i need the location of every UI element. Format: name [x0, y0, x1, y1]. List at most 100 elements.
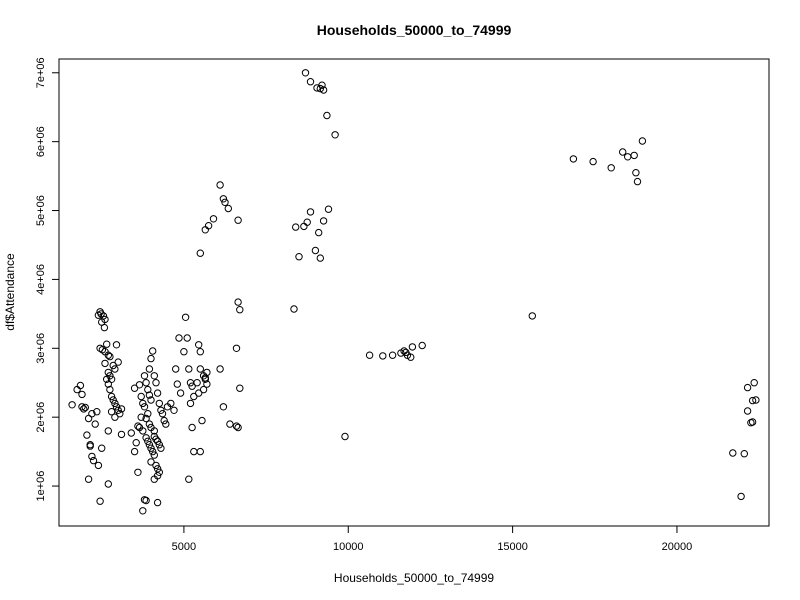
- data-point: [181, 313, 190, 321]
- data-point: [158, 410, 167, 418]
- data-point: [183, 334, 191, 342]
- data-point: [155, 399, 164, 408]
- data-point: [144, 385, 152, 394]
- data-point: [201, 374, 210, 382]
- data-point: [88, 410, 96, 418]
- data-point: [234, 216, 242, 224]
- data-point: [199, 385, 208, 394]
- data-point: [150, 427, 159, 435]
- data-point: [116, 410, 124, 418]
- data-point: [144, 437, 152, 445]
- data-point: [180, 348, 188, 356]
- data-point: [103, 375, 111, 383]
- data-point: [104, 380, 113, 388]
- data-point: [319, 86, 328, 94]
- data-point: [185, 365, 193, 373]
- data-point: [140, 372, 149, 380]
- y-tick-label: 3e+06: [35, 333, 47, 364]
- y-tick-label: 6e+06: [35, 126, 47, 157]
- y-tick-label: 4e+06: [35, 264, 47, 295]
- data-point: [201, 226, 210, 234]
- data-point: [83, 431, 91, 439]
- data-point: [149, 447, 157, 456]
- data-point: [316, 254, 324, 262]
- data-point: [740, 450, 748, 458]
- data-point: [175, 334, 183, 342]
- data-point: [729, 449, 737, 457]
- data-point: [170, 406, 178, 414]
- data-point: [153, 498, 162, 507]
- data-point: [111, 413, 119, 421]
- data-point: [152, 435, 160, 443]
- data-point: [142, 434, 150, 442]
- data-point: [103, 340, 111, 348]
- data-point: [91, 420, 99, 428]
- data-point: [216, 181, 224, 189]
- data-point: [130, 384, 139, 392]
- data-point: [292, 223, 300, 231]
- data-point: [569, 155, 578, 163]
- data-point: [88, 452, 96, 461]
- data-point: [97, 310, 105, 318]
- x-axis: 5000 10000 15000 20000: [172, 525, 692, 553]
- data-point: [188, 382, 196, 390]
- data-point: [198, 416, 206, 425]
- data-point: [318, 81, 326, 89]
- data-point: [135, 423, 144, 432]
- data-point: [147, 444, 155, 452]
- data-point: [750, 379, 758, 387]
- data-point: [147, 458, 155, 466]
- data-point: [193, 379, 201, 387]
- data-point: [324, 205, 333, 213]
- data-point: [106, 385, 114, 394]
- data-point: [203, 368, 211, 377]
- data-point: [93, 408, 101, 416]
- data-point: [145, 441, 154, 449]
- data-point: [188, 423, 196, 432]
- data-point: [132, 439, 140, 447]
- data-point: [315, 228, 323, 237]
- data-point: [111, 365, 119, 373]
- data-point: [109, 396, 117, 404]
- data-point: [219, 403, 228, 411]
- data-point: [84, 475, 93, 483]
- data-point: [104, 480, 113, 488]
- data-point: [219, 195, 228, 203]
- data-point: [117, 430, 126, 439]
- data-point: [232, 422, 241, 430]
- data-point: [139, 507, 147, 515]
- y-tick-label: 1e+06: [35, 471, 47, 502]
- data-point: [127, 429, 136, 437]
- data-point: [316, 84, 324, 93]
- data-point: [112, 403, 121, 411]
- data-point: [130, 447, 139, 456]
- data-point: [737, 492, 745, 501]
- data-point: [107, 392, 116, 401]
- data-point: [226, 420, 234, 428]
- data-point: [407, 353, 415, 361]
- y-tick-label: 5e+06: [35, 195, 47, 226]
- data-point: [104, 368, 113, 377]
- data-point: [221, 198, 229, 207]
- data-point: [365, 351, 374, 359]
- data-point: [408, 343, 417, 351]
- data-point: [185, 475, 193, 483]
- data-point: [232, 344, 241, 352]
- data-point: [204, 222, 213, 230]
- data-point: [167, 399, 175, 408]
- data-point: [142, 379, 150, 387]
- data-point: [224, 204, 233, 213]
- data-point: [152, 461, 160, 470]
- data-point: [190, 447, 198, 456]
- data-point: [145, 391, 154, 399]
- data-point: [234, 423, 242, 432]
- data-point: [172, 365, 180, 373]
- data-point: [149, 347, 157, 355]
- data-point: [341, 432, 349, 441]
- data-point: [140, 403, 149, 411]
- data-point: [379, 352, 387, 360]
- data-point: [186, 399, 195, 408]
- data-point: [147, 354, 155, 363]
- data-point: [80, 405, 88, 413]
